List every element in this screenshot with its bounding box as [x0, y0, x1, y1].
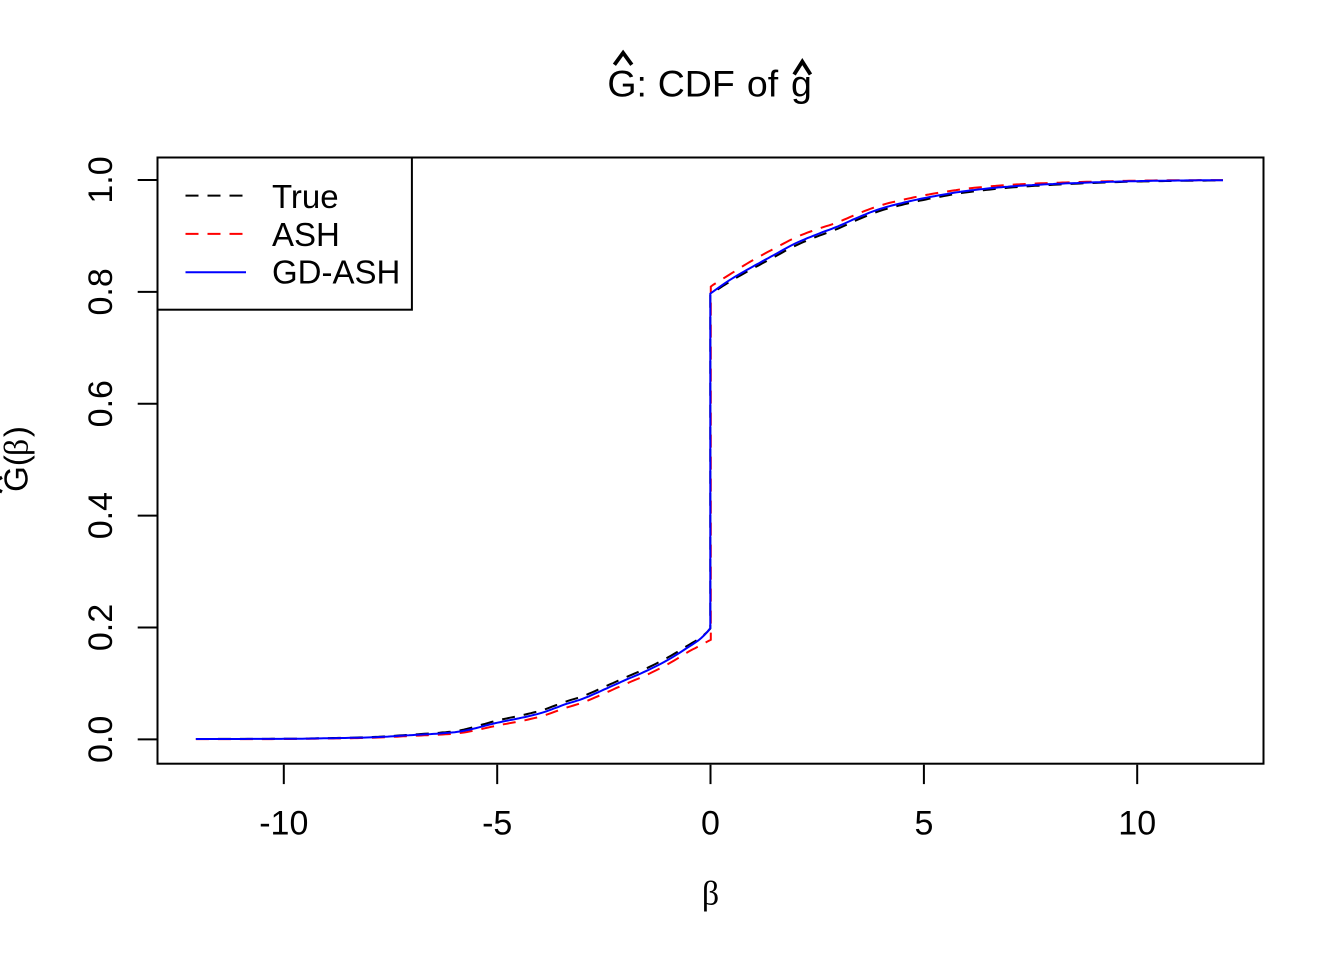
svg-text:CDF: CDF	[658, 62, 735, 104]
svg-text:0.8: 0.8	[82, 268, 120, 315]
svg-text:-5: -5	[482, 805, 512, 843]
svg-text:0.6: 0.6	[82, 380, 120, 427]
svg-text:GD-ASH: GD-ASH	[272, 254, 400, 291]
svg-text:G(β): G(β)	[0, 426, 35, 492]
svg-text:ASH: ASH	[272, 216, 340, 253]
svg-text:β: β	[702, 876, 719, 913]
svg-text:0.4: 0.4	[82, 492, 120, 539]
svg-text:G:: G:	[607, 62, 647, 104]
svg-text:of: of	[747, 62, 779, 104]
svg-text:-10: -10	[259, 805, 308, 843]
svg-text:0: 0	[701, 805, 720, 843]
svg-text:True: True	[272, 178, 339, 215]
svg-text:10: 10	[1118, 805, 1156, 843]
svg-text:0.2: 0.2	[82, 604, 120, 651]
svg-text:0.0: 0.0	[82, 716, 120, 763]
svg-text:5: 5	[914, 805, 933, 843]
svg-text:1.0: 1.0	[82, 156, 120, 203]
